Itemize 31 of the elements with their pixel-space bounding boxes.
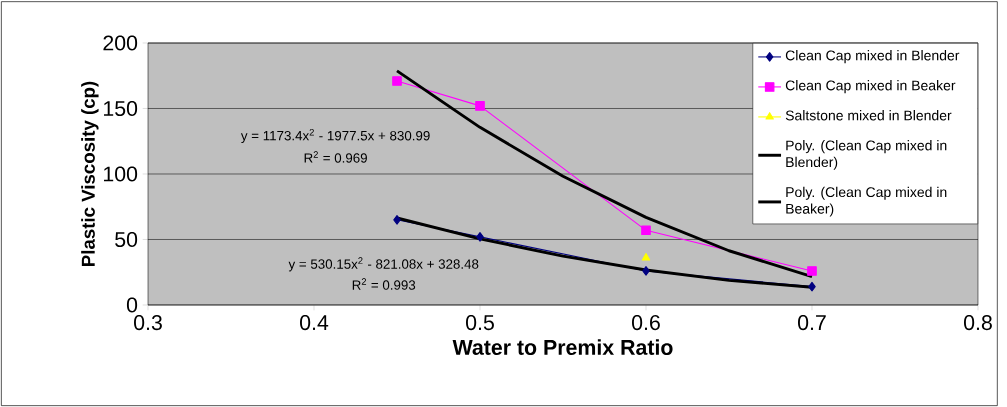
point [476, 232, 484, 242]
annotation: y = 1173.4x$^{2}$ - 1977.5x + 830.99 [240, 128, 430, 144]
point [393, 215, 401, 225]
x-tick-label: 0.3 [134, 315, 162, 331]
annotation: R$^{2}$ = 0.969 [304, 151, 367, 163]
point [641, 225, 651, 236]
legend-label: Saltstone mixed in Blender [785, 110, 952, 121]
x-tick-label: 0.7 [798, 315, 826, 331]
point [808, 281, 816, 292]
point [641, 253, 651, 261]
x-tick-label: 0.8 [964, 315, 992, 331]
x-tick-label: 0.6 [632, 315, 660, 331]
y-tick-label: 100 [104, 166, 138, 182]
point [475, 101, 485, 111]
point [392, 76, 402, 86]
point [807, 266, 817, 276]
x-axis-title: Water to Premix Ratio [452, 339, 673, 355]
x-tick-label: 0.5 [466, 315, 494, 331]
annotation: y = 530.15x$^{2}$ - 821.08x + 328.48 [288, 257, 479, 272]
legend-label: Poly. (Clean Cap mixed in Blender) [786, 140, 947, 170]
legend-label: Clean Cap mixed in Beaker [785, 80, 956, 94]
legend-label: Clean Cap mixed in Blender [785, 50, 960, 64]
y-tick-label: 50 [115, 231, 138, 248]
y-tick-label: 0 [126, 297, 138, 313]
y-tick-label: 150 [104, 100, 138, 117]
y-axis-title: Plastic Viscosity (cp) [81, 81, 99, 266]
annotation: R$^{2}$ = 0.993 [352, 278, 416, 290]
point [642, 266, 650, 276]
legend-label: Poly. (Clean Cap mixed in Beaker) [786, 186, 947, 217]
x-tick-label: 0.4 [300, 315, 329, 331]
y-tick-label: 200 [103, 35, 138, 51]
